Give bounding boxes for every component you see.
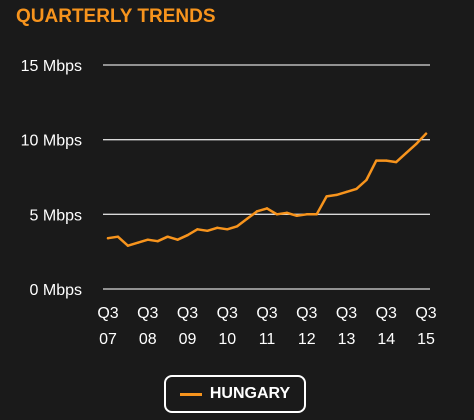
data-point: [116, 235, 120, 238]
data-point: [166, 235, 169, 238]
x-tick-label: Q3 10: [217, 305, 238, 348]
data-point: [305, 213, 308, 216]
x-axis-tick-labels: Q3 07 Q3 08 Q3 09 Q3 10 Q3 11 Q3 12 Q3 13 Q3 14 Q3 15: [97, 305, 436, 348]
x-tick-label: Q3 13: [336, 305, 357, 348]
y-tick-label: 15 Mbps: [21, 58, 82, 75]
y-axis-tick-labels: 0 Mbps 5 Mbps 10 Mbps 15 Mbps: [21, 58, 82, 299]
data-point: [424, 132, 428, 135]
data-point: [315, 213, 318, 216]
data-point: [245, 217, 249, 221]
data-point: [325, 195, 328, 198]
data-point: [394, 160, 398, 164]
data-point: [285, 211, 289, 215]
data-point: [345, 190, 348, 194]
y-tick-label: 10 Mbps: [21, 133, 82, 150]
data-point: [295, 214, 299, 218]
data-point: [106, 237, 110, 240]
x-tick-label: Q3 12: [296, 305, 317, 348]
legend[interactable]: HUNGARY: [164, 375, 306, 413]
data-point: [216, 226, 219, 229]
y-tick-label: 5 Mbps: [30, 207, 82, 224]
data-point: [275, 213, 279, 216]
data-point: [156, 240, 159, 243]
series-layer: [106, 132, 428, 247]
data-point: [176, 238, 179, 241]
data-point: [146, 238, 149, 241]
data-point: [375, 159, 378, 162]
legend-swatch-hungary: [179, 392, 202, 396]
x-tick-label: Q3 11: [256, 305, 277, 348]
x-tick-label: Q3 09: [177, 305, 198, 348]
data-point: [235, 225, 239, 228]
data-point: [136, 241, 140, 244]
x-tick-label: Q3 08: [137, 305, 158, 348]
data-point: [186, 234, 189, 237]
data-point: [255, 210, 259, 213]
data-point: [126, 244, 130, 247]
data-point: [335, 193, 338, 197]
data-point: [385, 159, 388, 162]
data-point: [226, 228, 229, 231]
legend-label-hungary: HUNGARY: [209, 385, 291, 402]
data-point: [265, 207, 269, 210]
data-point: [365, 178, 368, 182]
gridlines: [103, 64, 430, 290]
data-point: [206, 229, 209, 232]
data-point: [404, 151, 408, 155]
x-tick-label: Q3 14: [376, 305, 397, 348]
series-line-hungary: [106, 132, 428, 247]
x-tick-label: Q3 15: [415, 305, 436, 348]
data-point: [414, 142, 418, 146]
data-point: [355, 187, 358, 191]
data-point: [196, 228, 199, 231]
x-tick-label: Q3 07: [97, 305, 118, 348]
chart-title: QUARTERLY TRENDS: [16, 6, 216, 27]
y-tick-label: 0 Mbps: [30, 282, 82, 299]
